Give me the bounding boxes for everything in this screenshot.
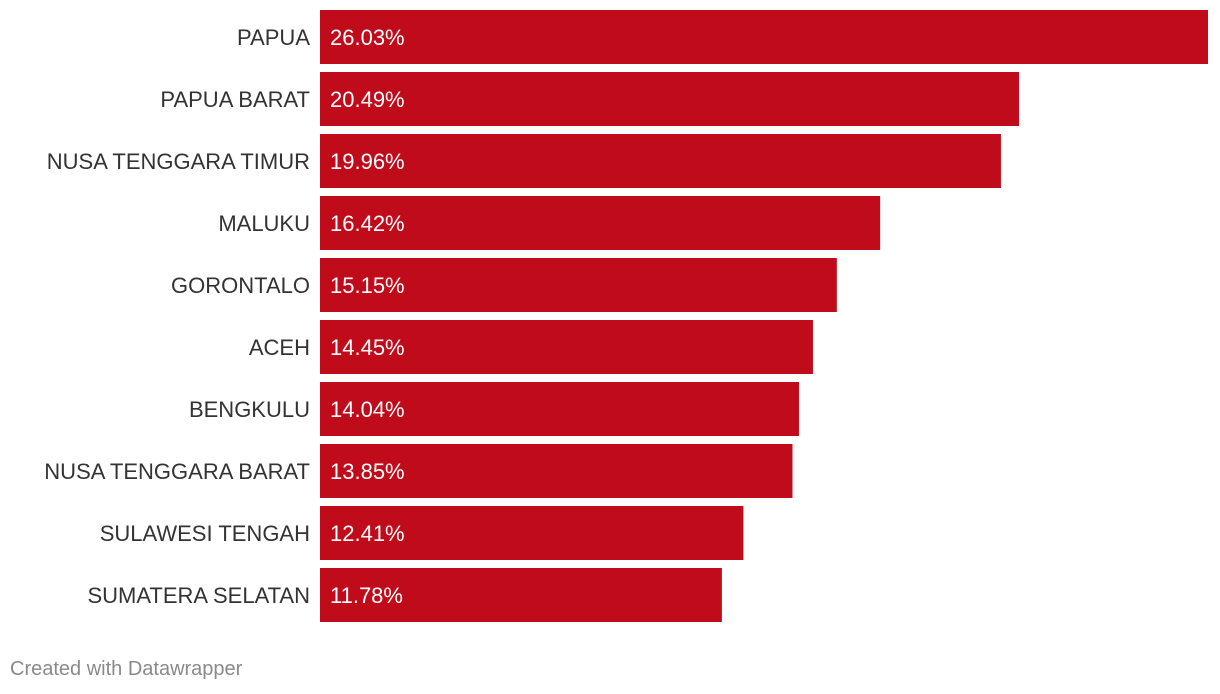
category-label: NUSA TENGGARA BARAT <box>44 459 310 484</box>
category-label: BENGKULU <box>189 397 310 422</box>
datawrapper-credit: Created with Datawrapper <box>10 658 243 680</box>
value-label: 20.49% <box>330 87 405 112</box>
value-label: 13.85% <box>330 459 405 484</box>
category-label: MALUKU <box>218 211 310 236</box>
value-label: 19.96% <box>330 149 405 174</box>
bar <box>320 320 813 374</box>
category-label: NUSA TENGGARA TIMUR <box>47 149 310 174</box>
bar-group: NUSA TENGGARA BARAT 13.85% <box>44 444 793 498</box>
value-label: 14.04% <box>330 397 405 422</box>
bar-group: MALUKU 16.42% <box>218 196 881 250</box>
bar-chart: PAPUA 26.03% PAPUA BARAT 20.49% NUSA TENGGAR… <box>44 10 1208 622</box>
category-label: SULAWESI TENGAH <box>100 521 310 546</box>
category-label: SUMATERA SELATAN <box>88 583 311 608</box>
bar <box>320 568 722 622</box>
category-label: PAPUA <box>237 25 310 50</box>
bar <box>320 72 1020 126</box>
bar-group: NUSA TENGGARA TIMUR 19.96% <box>47 134 1001 188</box>
value-label: 14.45% <box>330 335 405 360</box>
category-label: ACEH <box>249 335 310 360</box>
bar <box>320 134 1001 188</box>
value-label: 11.78% <box>330 583 403 608</box>
bar-group: PAPUA 26.03% <box>237 10 1208 64</box>
bar-group: SULAWESI TENGAH 12.41% <box>100 506 744 560</box>
bar-group: ACEH 14.45% <box>249 320 813 374</box>
bar <box>320 10 1208 64</box>
bar-group: SUMATERA SELATAN 11.78% <box>88 568 722 622</box>
bar <box>320 382 799 436</box>
value-label: 15.15% <box>330 273 405 298</box>
bar <box>320 196 881 250</box>
value-label: 12.41% <box>330 521 405 546</box>
category-label: GORONTALO <box>171 273 310 298</box>
bar-group: GORONTALO 15.15% <box>171 258 837 312</box>
bar <box>320 444 793 498</box>
value-label: 26.03% <box>330 25 405 50</box>
value-label: 16.42% <box>330 211 405 236</box>
bar-group: BENGKULU 14.04% <box>189 382 799 436</box>
bar-group: PAPUA BARAT 20.49% <box>160 72 1020 126</box>
category-label: PAPUA BARAT <box>160 87 310 112</box>
bar <box>320 506 744 560</box>
bar <box>320 258 837 312</box>
